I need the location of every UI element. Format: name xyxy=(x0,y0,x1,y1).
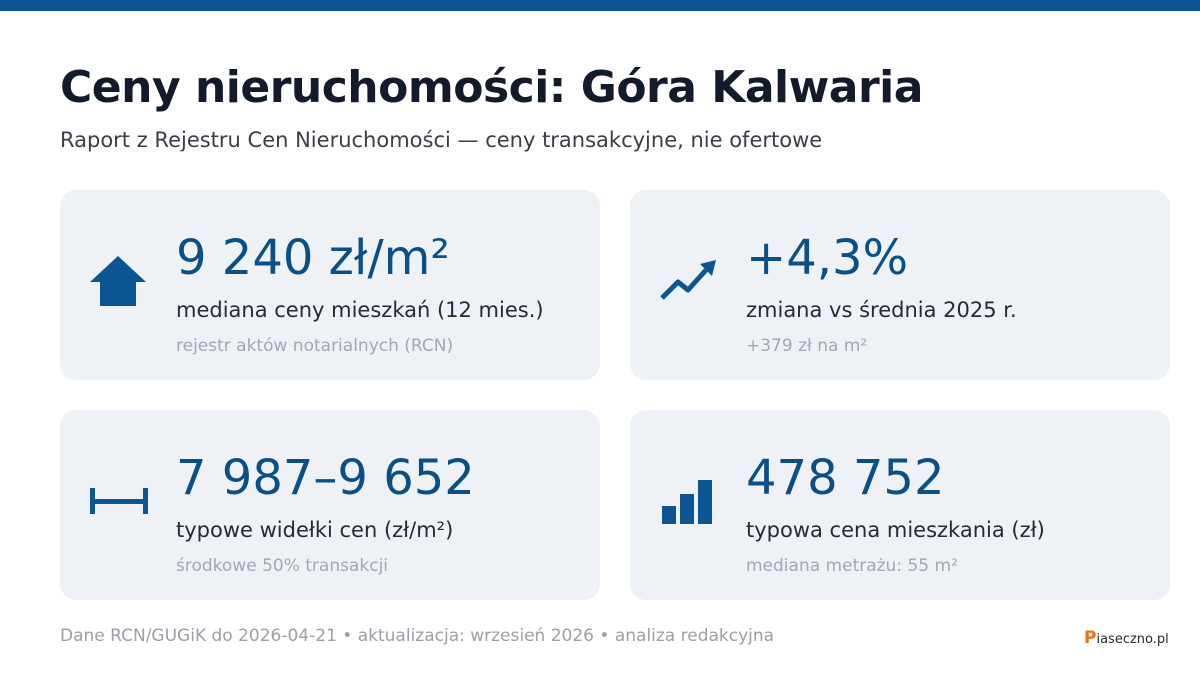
title: Ceny nieruchomości: Góra Kalwaria xyxy=(60,62,923,113)
card: 478 752 typowa cena mieszkania (zł) medi… xyxy=(630,410,1170,600)
card-label: zmiana vs średnia 2025 r. xyxy=(746,298,1017,322)
footer: Dane RCN/GUGiK do 2026-04-21 • aktualiza… xyxy=(60,626,775,646)
card-label: typowa cena mieszkania (zł) xyxy=(746,518,1045,542)
card-value: 7 987–9 652 xyxy=(176,450,475,506)
card-note: +379 zł na m² xyxy=(746,336,868,356)
card-label: mediana ceny mieszkań (12 mies.) xyxy=(176,298,544,322)
card-note: rejestr aktów notarialnych (RCN) xyxy=(176,336,454,356)
logo: Piaseczno.pl xyxy=(1084,628,1169,648)
subtitle: Raport z Rejestru Cen Nieruchomości — ce… xyxy=(60,128,823,152)
card-value: +4,3% xyxy=(746,230,909,286)
trend-icon xyxy=(660,260,716,300)
range-icon xyxy=(90,488,148,514)
card: 7 987–9 652 typowe widełki cen (zł/m²) ś… xyxy=(60,410,600,600)
card: 9 240 zł/m² mediana ceny mieszkań (12 mi… xyxy=(60,190,600,380)
card-note: środkowe 50% transakcji xyxy=(176,556,389,576)
card-value: 9 240 zł/m² xyxy=(176,230,450,286)
card-note: mediana metrażu: 55 m² xyxy=(746,556,958,576)
card-label: typowe widełki cen (zł/m²) xyxy=(176,518,454,542)
house-icon xyxy=(90,256,146,306)
top-bar xyxy=(0,0,1200,11)
card: +4,3% zmiana vs średnia 2025 r. +379 zł … xyxy=(630,190,1170,380)
card-value: 478 752 xyxy=(746,450,945,506)
bars-icon xyxy=(662,480,712,524)
